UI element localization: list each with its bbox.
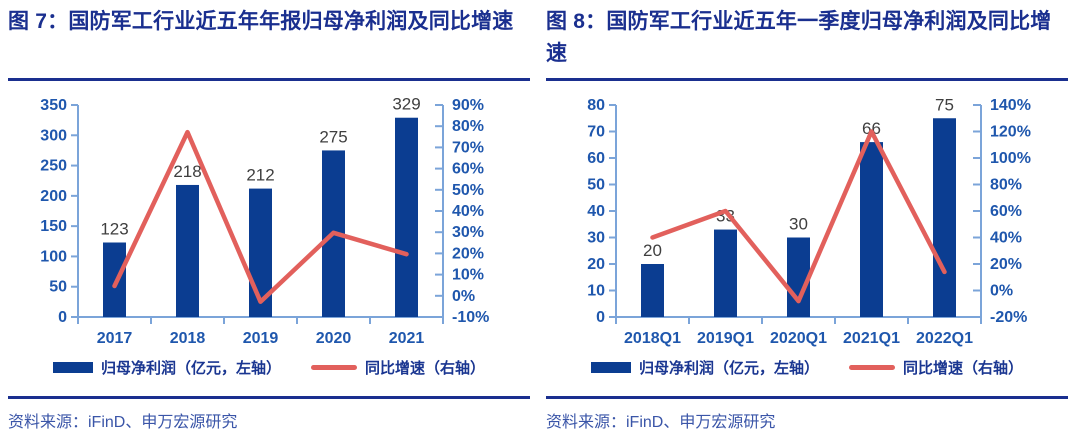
left-axis-tick-label: 20 <box>587 256 605 273</box>
combo-bar-line-chart: 0 10 20 30 40 50 60 70 80 -20% 0% 20% 40% 60% 80% 100% 1… <box>587 95 1031 347</box>
bar-data-label: 75 <box>935 95 954 114</box>
left-axis-tick-label: 250 <box>40 158 67 175</box>
figure-panel-8: 图 8：国防军工行业近五年一季度归母净利润及同比增速 0 10 20 30 40 50 60… <box>538 0 1076 448</box>
legend-label: 归母净利润（亿元，左轴） <box>100 360 281 377</box>
right-axis-tick-label: 40% <box>452 203 484 220</box>
yoy-growth-line <box>650 129 947 304</box>
right-axis-tick-label: 120% <box>990 124 1031 141</box>
yoy-growth-line <box>112 129 409 304</box>
right-axis-tick-label: 90% <box>452 97 484 114</box>
source-divider <box>8 396 530 399</box>
left-axis-tick-label: 0 <box>58 309 67 326</box>
right-axis-tick-label: 60% <box>990 203 1022 220</box>
bar-data-label: 329 <box>392 95 420 114</box>
legend-label: 同比增速（右轴） <box>903 360 1024 377</box>
left-axis-tick-label: 350 <box>40 97 67 114</box>
bar <box>933 118 956 317</box>
x-axis-category-label: 2019 <box>243 330 279 347</box>
right-axis-tick-label: 100% <box>990 150 1031 167</box>
bar-data-label: 20 <box>643 241 662 260</box>
figure-title: 图 8：国防军工行业近五年一季度归母净利润及同比增速 <box>546 10 1052 65</box>
left-axis-tick-label: 60 <box>587 150 605 167</box>
right-axis-tick-label: -20% <box>990 309 1027 326</box>
bar-data-label: 30 <box>789 215 808 234</box>
line-series-swatch-icon <box>849 365 895 370</box>
right-axis-tick-label: 30% <box>452 224 484 241</box>
right-axis-tick-label: 60% <box>452 161 484 178</box>
x-axis-category-label: 2018 <box>170 330 206 347</box>
left-axis-tick-label: 80 <box>587 97 605 114</box>
x-axis-category-label: 2020Q1 <box>770 330 827 347</box>
right-axis-tick-label: 140% <box>990 97 1031 114</box>
right-axis-tick-label: 50% <box>452 182 484 199</box>
right-axis-tick-label: 80% <box>990 177 1022 194</box>
bar-series-swatch-icon <box>52 362 93 373</box>
chart-area: 0 10 20 30 40 50 60 70 80 -20% 0% 20% 40% 60% 80% 100% 1… <box>546 87 1068 349</box>
right-axis-tick-label: 80% <box>452 118 484 135</box>
right-axis-tick-label: 20% <box>452 245 484 262</box>
bar-series-swatch-icon <box>590 362 631 373</box>
bar <box>395 117 418 317</box>
bar <box>714 229 737 317</box>
right-axis-tick-label: 0% <box>990 283 1013 300</box>
right-axis-tick-label: 70% <box>452 139 484 156</box>
legend-item-net-profit: 归母净利润（亿元，左轴） <box>590 357 819 378</box>
right-axis-tick-label: -10% <box>452 309 489 326</box>
bar-data-label: 275 <box>319 127 347 146</box>
left-axis-tick-label: 70 <box>587 124 605 141</box>
chart-area: 0 50 100 150 200 250 300 350 -10% 0% 10% 20% 30% 40% 5… <box>8 87 530 349</box>
bar-data-label: 218 <box>173 162 201 181</box>
line-series-swatch-icon <box>311 365 357 370</box>
left-axis-tick-label: 30 <box>587 230 605 247</box>
bar <box>103 242 126 317</box>
x-axis-category-label: 2021Q1 <box>843 330 900 347</box>
bar-data-label: 66 <box>862 119 881 138</box>
legend-item-yoy-growth: 同比增速（右轴） <box>311 357 485 378</box>
left-axis-tick-label: 300 <box>40 127 67 144</box>
source-text: 资料来源：iFinD、申万宏源研究 <box>8 414 238 431</box>
x-axis-category-label: 2020 <box>316 330 352 347</box>
left-axis-tick-label: 100 <box>40 248 67 265</box>
title-divider <box>546 78 1068 81</box>
x-axis-category-label: 2021 <box>389 330 425 347</box>
legend-item-yoy-growth: 同比增速（右轴） <box>849 357 1023 378</box>
chart-legend: 归母净利润（亿元，左轴） 同比增速（右轴） <box>8 357 530 378</box>
bar-data-label: 123 <box>100 219 128 238</box>
combo-bar-line-chart: 0 50 100 150 200 250 300 350 -10% 0% 10% 20% 30% 40% 5… <box>40 95 489 347</box>
left-axis-tick-label: 0 <box>596 309 605 326</box>
source-divider <box>546 396 1068 399</box>
x-axis-category-label: 2017 <box>97 330 133 347</box>
bar <box>860 142 883 317</box>
bar <box>641 264 664 317</box>
right-axis-tick-label: 40% <box>990 230 1022 247</box>
bar-data-label: 212 <box>246 166 274 185</box>
left-axis-tick-label: 40 <box>587 203 605 220</box>
source-text: 资料来源：iFinD、申万宏源研究 <box>546 414 776 431</box>
figure-panel-7: 图 7：国防军工行业近五年年报归母净利润及同比增速 0 50 100 150 200 25… <box>8 10 530 431</box>
x-axis-category-label: 2019Q1 <box>697 330 754 347</box>
right-axis-tick-label: 20% <box>990 256 1022 273</box>
figure-title: 图 7：国防军工行业近五年年报归母净利润及同比增速 <box>8 10 514 33</box>
legend-label: 同比增速（右轴） <box>365 360 486 377</box>
chart-legend: 归母净利润（亿元，左轴） 同比增速（右轴） <box>546 357 1068 378</box>
legend-label: 归母净利润（亿元，左轴） <box>638 360 819 377</box>
left-axis-tick-label: 10 <box>587 283 605 300</box>
left-axis-tick-label: 150 <box>40 218 67 235</box>
bar <box>176 184 199 317</box>
x-axis-category-label: 2018Q1 <box>624 330 681 347</box>
title-divider <box>8 78 530 81</box>
left-axis-tick-label: 50 <box>587 177 605 194</box>
right-axis-tick-label: 10% <box>452 267 484 284</box>
left-axis-tick-label: 50 <box>49 279 67 296</box>
x-axis-category-label: 2022Q1 <box>916 330 973 347</box>
right-axis-tick-label: 0% <box>452 288 475 305</box>
legend-item-net-profit: 归母净利润（亿元，左轴） <box>52 357 281 378</box>
left-axis-tick-label: 200 <box>40 188 67 205</box>
